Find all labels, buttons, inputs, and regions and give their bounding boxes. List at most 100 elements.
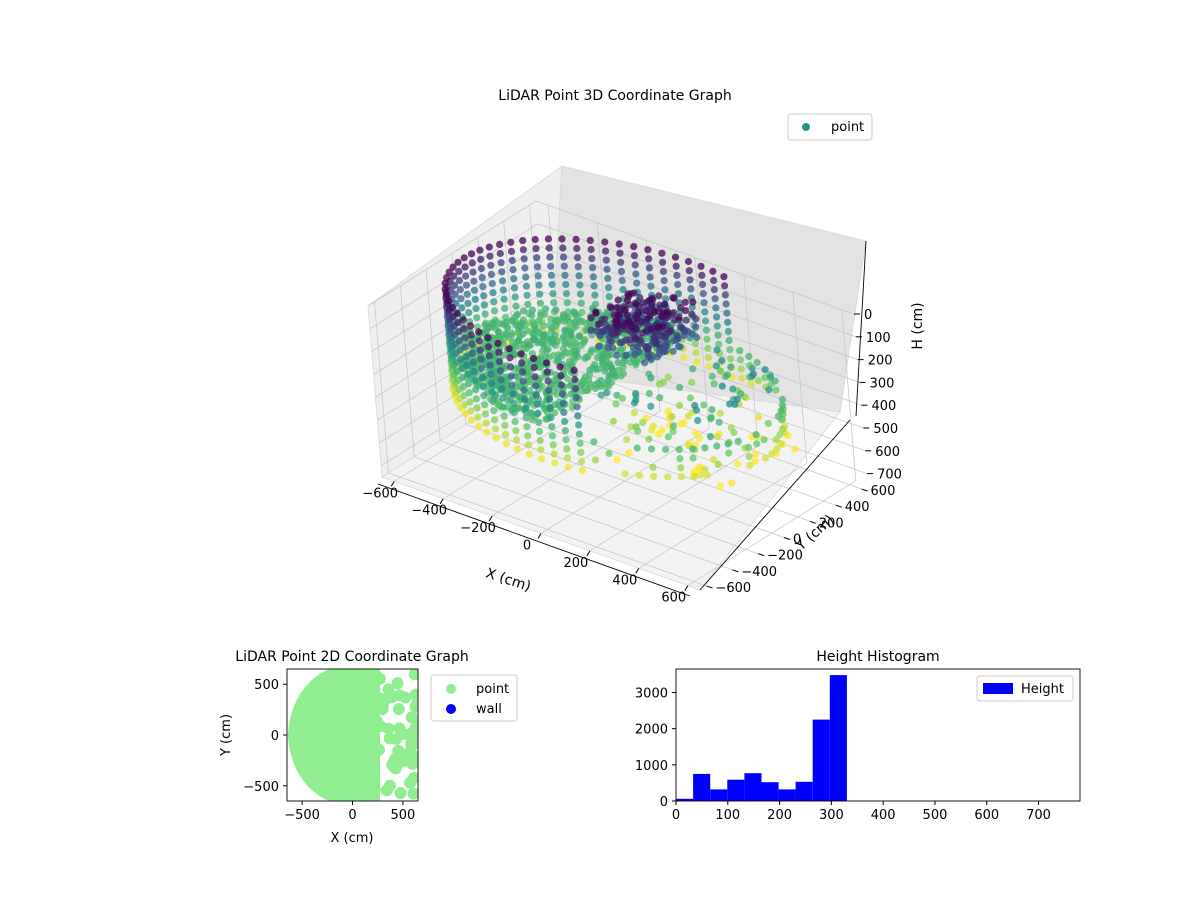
point-3d bbox=[561, 427, 570, 435]
point-3d bbox=[461, 343, 470, 351]
point-3d bbox=[718, 356, 726, 365]
point-3d bbox=[494, 339, 502, 347]
point-3d bbox=[562, 290, 571, 298]
point-3d bbox=[472, 304, 480, 313]
point-3d bbox=[587, 245, 595, 254]
point-3d bbox=[461, 410, 470, 418]
point-2d bbox=[411, 695, 418, 708]
point-3d bbox=[724, 327, 733, 335]
point-3d bbox=[685, 267, 693, 275]
point-3d bbox=[475, 328, 483, 336]
point-3d bbox=[791, 445, 799, 453]
point-3d bbox=[544, 235, 553, 243]
point-3d bbox=[476, 246, 484, 254]
gridline bbox=[371, 246, 540, 352]
point-3d bbox=[635, 471, 644, 479]
point-3d bbox=[462, 281, 471, 289]
point-3d bbox=[498, 385, 506, 393]
point-3d bbox=[507, 247, 516, 255]
point-3d bbox=[526, 387, 534, 395]
point-3d bbox=[459, 316, 467, 324]
point-3d bbox=[487, 261, 495, 269]
point-3d bbox=[471, 295, 479, 303]
point-3d bbox=[472, 395, 480, 403]
point-3d bbox=[557, 372, 565, 380]
point-3d bbox=[641, 359, 649, 367]
point-3d bbox=[633, 279, 641, 287]
x-tick-label-3d: −600 bbox=[362, 486, 398, 501]
point-3d bbox=[614, 328, 622, 336]
point-3d bbox=[480, 392, 488, 400]
point-3d bbox=[586, 236, 594, 244]
gridline bbox=[841, 309, 857, 481]
point-3d bbox=[478, 364, 486, 372]
point-3d bbox=[574, 263, 582, 271]
point-2d bbox=[366, 708, 379, 721]
point-3d bbox=[467, 407, 475, 415]
point-3d bbox=[647, 325, 655, 333]
point-3d bbox=[578, 457, 586, 466]
point-3d bbox=[460, 254, 468, 262]
point-3d bbox=[560, 333, 568, 341]
point-3d bbox=[694, 416, 702, 425]
point-3d bbox=[747, 380, 755, 388]
point-2d bbox=[391, 677, 404, 690]
point-3d bbox=[647, 374, 655, 382]
x-axis-line bbox=[377, 483, 691, 597]
point-3d bbox=[536, 363, 544, 371]
point-3d bbox=[600, 367, 609, 375]
point-3d bbox=[460, 392, 468, 400]
point-3d bbox=[470, 367, 478, 376]
y-tick-label-2d: −500 bbox=[243, 780, 279, 795]
x-tick-3d bbox=[537, 533, 542, 539]
histogram-bar bbox=[761, 782, 779, 801]
point-3d bbox=[684, 257, 693, 266]
point-3d bbox=[510, 275, 518, 283]
point-3d bbox=[559, 399, 567, 407]
point-3d bbox=[697, 262, 705, 270]
point-3d bbox=[662, 295, 670, 303]
point-3d bbox=[675, 445, 683, 454]
point-3d bbox=[658, 332, 667, 340]
point-3d bbox=[499, 286, 507, 294]
point-3d bbox=[485, 352, 493, 360]
point-3d bbox=[524, 300, 532, 308]
point-3d bbox=[591, 384, 600, 393]
point-3d bbox=[522, 273, 530, 281]
point-3d bbox=[751, 458, 759, 466]
point-3d bbox=[633, 314, 641, 322]
point-3d bbox=[496, 249, 504, 258]
point-3d bbox=[704, 344, 712, 352]
point-3d bbox=[528, 311, 536, 319]
point-3d bbox=[559, 244, 567, 252]
point-3d bbox=[645, 435, 653, 443]
point-3d bbox=[708, 406, 716, 414]
point-3d bbox=[543, 368, 551, 376]
point-3d bbox=[591, 291, 599, 299]
point-3d bbox=[460, 325, 468, 333]
point-3d bbox=[560, 317, 569, 325]
point-3d bbox=[461, 334, 469, 342]
point-3d bbox=[764, 419, 772, 427]
point-3d bbox=[727, 355, 735, 363]
z-axis-label-3d: H (cm) bbox=[910, 302, 926, 349]
point-3d bbox=[463, 290, 471, 298]
point-3d bbox=[724, 318, 732, 326]
chart-2d: LiDAR Point 2D Coordinate Graph −500 0 500… bbox=[219, 649, 518, 846]
point-3d bbox=[761, 374, 769, 382]
point-3d bbox=[627, 322, 636, 330]
point-3d bbox=[676, 323, 684, 331]
point-3d bbox=[567, 341, 575, 349]
point-3d bbox=[662, 445, 670, 454]
point-3d bbox=[618, 276, 626, 285]
point-3d bbox=[630, 409, 638, 417]
point-3d bbox=[608, 344, 617, 352]
point-3d bbox=[526, 341, 534, 349]
point-3d bbox=[673, 331, 681, 340]
x-tick-label-3d: −200 bbox=[460, 521, 496, 536]
point-2d bbox=[374, 720, 387, 733]
point-3d bbox=[589, 273, 597, 281]
point-3d bbox=[734, 460, 742, 468]
point-3d bbox=[581, 354, 589, 362]
point-3d bbox=[519, 340, 528, 349]
